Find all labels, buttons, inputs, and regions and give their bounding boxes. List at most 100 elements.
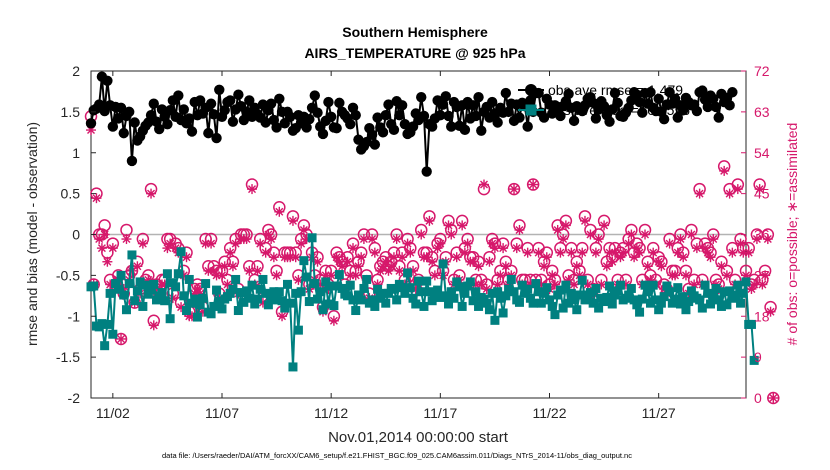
assimilated-obs-marker (348, 243, 358, 254)
assimilated-obs-marker (99, 229, 110, 240)
rmse-marker (377, 127, 389, 138)
bias-marker (283, 279, 292, 289)
assimilated-obs-marker (577, 247, 588, 258)
rmse-marker (421, 166, 432, 177)
bias-marker (465, 277, 475, 287)
rmse-marker (102, 75, 113, 87)
bias-marker (405, 283, 415, 293)
chart-title: Southern Hemisphere (342, 24, 488, 40)
rmse-marker (113, 113, 124, 124)
rmse-marker (317, 128, 329, 140)
bias-marker (176, 247, 186, 257)
x-axis-label: Nov.01,2014 00:00:00 start (328, 429, 509, 446)
rmse-marker (394, 109, 405, 121)
right-tick-label: 9 (754, 349, 762, 365)
assimilated-obs-marker (405, 247, 416, 258)
bias-marker (97, 319, 107, 329)
bias-marker (195, 300, 205, 310)
assimilated-obs-marker (547, 270, 558, 281)
assimilated-obs-marker (402, 238, 413, 249)
bias-marker (201, 279, 211, 289)
bias-marker (165, 314, 175, 324)
assimilated-obs-marker (353, 261, 364, 272)
bias-marker (730, 290, 740, 300)
bias-marker (285, 298, 295, 308)
rmse-marker (503, 106, 514, 118)
bias-marker (255, 284, 265, 294)
rmse-marker (312, 107, 323, 118)
bias-marker (356, 295, 366, 305)
bias-marker (632, 300, 642, 310)
rmse-marker (563, 88, 574, 100)
bias-marker (367, 295, 377, 305)
bias-marker (706, 299, 716, 309)
bias-marker (274, 287, 284, 297)
bias-marker (468, 296, 478, 306)
bias-marker (626, 283, 636, 293)
rmse-marker (126, 155, 138, 167)
assimilated-obs-marker (585, 229, 596, 240)
bias-marker (594, 303, 604, 313)
rmse-marker (260, 117, 271, 128)
bias-marker (302, 272, 312, 282)
right-tick-label: 27 (754, 267, 770, 283)
bias-marker (678, 292, 688, 302)
left-tick-label: 0 (72, 227, 80, 243)
rmse-marker (446, 121, 457, 132)
rmse-marker (426, 121, 438, 132)
rmse-marker (609, 87, 621, 99)
right-tick-label: 0 (754, 390, 762, 406)
bias-marker (138, 301, 148, 311)
y-axis-label-left: rmse and bias (model - observation) (24, 122, 40, 346)
right-tick-label: 63 (754, 104, 770, 120)
legend-rmse-label: obs ave rmse = 1.479 (548, 82, 683, 98)
rmse-marker (274, 93, 285, 104)
rmse-marker (265, 98, 277, 109)
bias-marker (545, 295, 554, 305)
bias-marker (116, 270, 126, 280)
bias-marker (280, 303, 290, 313)
assimilated-obs-marker (541, 252, 552, 263)
assimilated-obs-marker (91, 193, 102, 204)
assimilated-obs-marker (694, 188, 705, 199)
assimilated-obs-marker (217, 270, 227, 281)
rmse-marker (118, 127, 129, 139)
rmse-marker (525, 95, 536, 106)
rmse-marker (568, 115, 580, 127)
assimilated-obs-marker (724, 188, 735, 199)
bias-marker (198, 293, 208, 303)
assimilated-obs-marker (386, 261, 397, 272)
assimilated-obs-marker (607, 256, 618, 267)
assimilated-obs-marker (678, 252, 689, 263)
rmse-marker (678, 105, 689, 116)
bias-marker (370, 301, 380, 311)
bias-marker (648, 280, 658, 290)
rmse-marker (129, 117, 140, 128)
bias-marker (659, 292, 669, 302)
bias-marker (501, 291, 511, 301)
rmse-marker (710, 101, 722, 113)
rmse-marker (634, 96, 645, 108)
rmse-marker (233, 89, 244, 100)
assimilated-obs-marker (394, 265, 405, 276)
assimilated-obs-marker (298, 224, 309, 235)
assimilated-obs-marker (328, 315, 339, 326)
assimilated-obs-marker (539, 261, 550, 272)
bias-marker (247, 280, 257, 290)
bias-marker (531, 279, 541, 289)
bias-marker (231, 274, 241, 284)
bias-marker (252, 294, 262, 304)
assimilated-obs-marker (132, 261, 143, 272)
bias-marker (536, 298, 546, 308)
bias-marker (490, 315, 500, 325)
assimilated-obs-marker (268, 252, 279, 263)
possible-obs-marker (507, 182, 521, 196)
bias-marker (457, 301, 467, 311)
bias-marker (209, 301, 219, 311)
rmse-marker (522, 121, 533, 132)
rmse-marker (691, 105, 703, 117)
bias-marker (471, 287, 481, 297)
bias-marker (484, 305, 494, 315)
bias-marker (214, 297, 224, 307)
rmse-marker (514, 112, 525, 123)
